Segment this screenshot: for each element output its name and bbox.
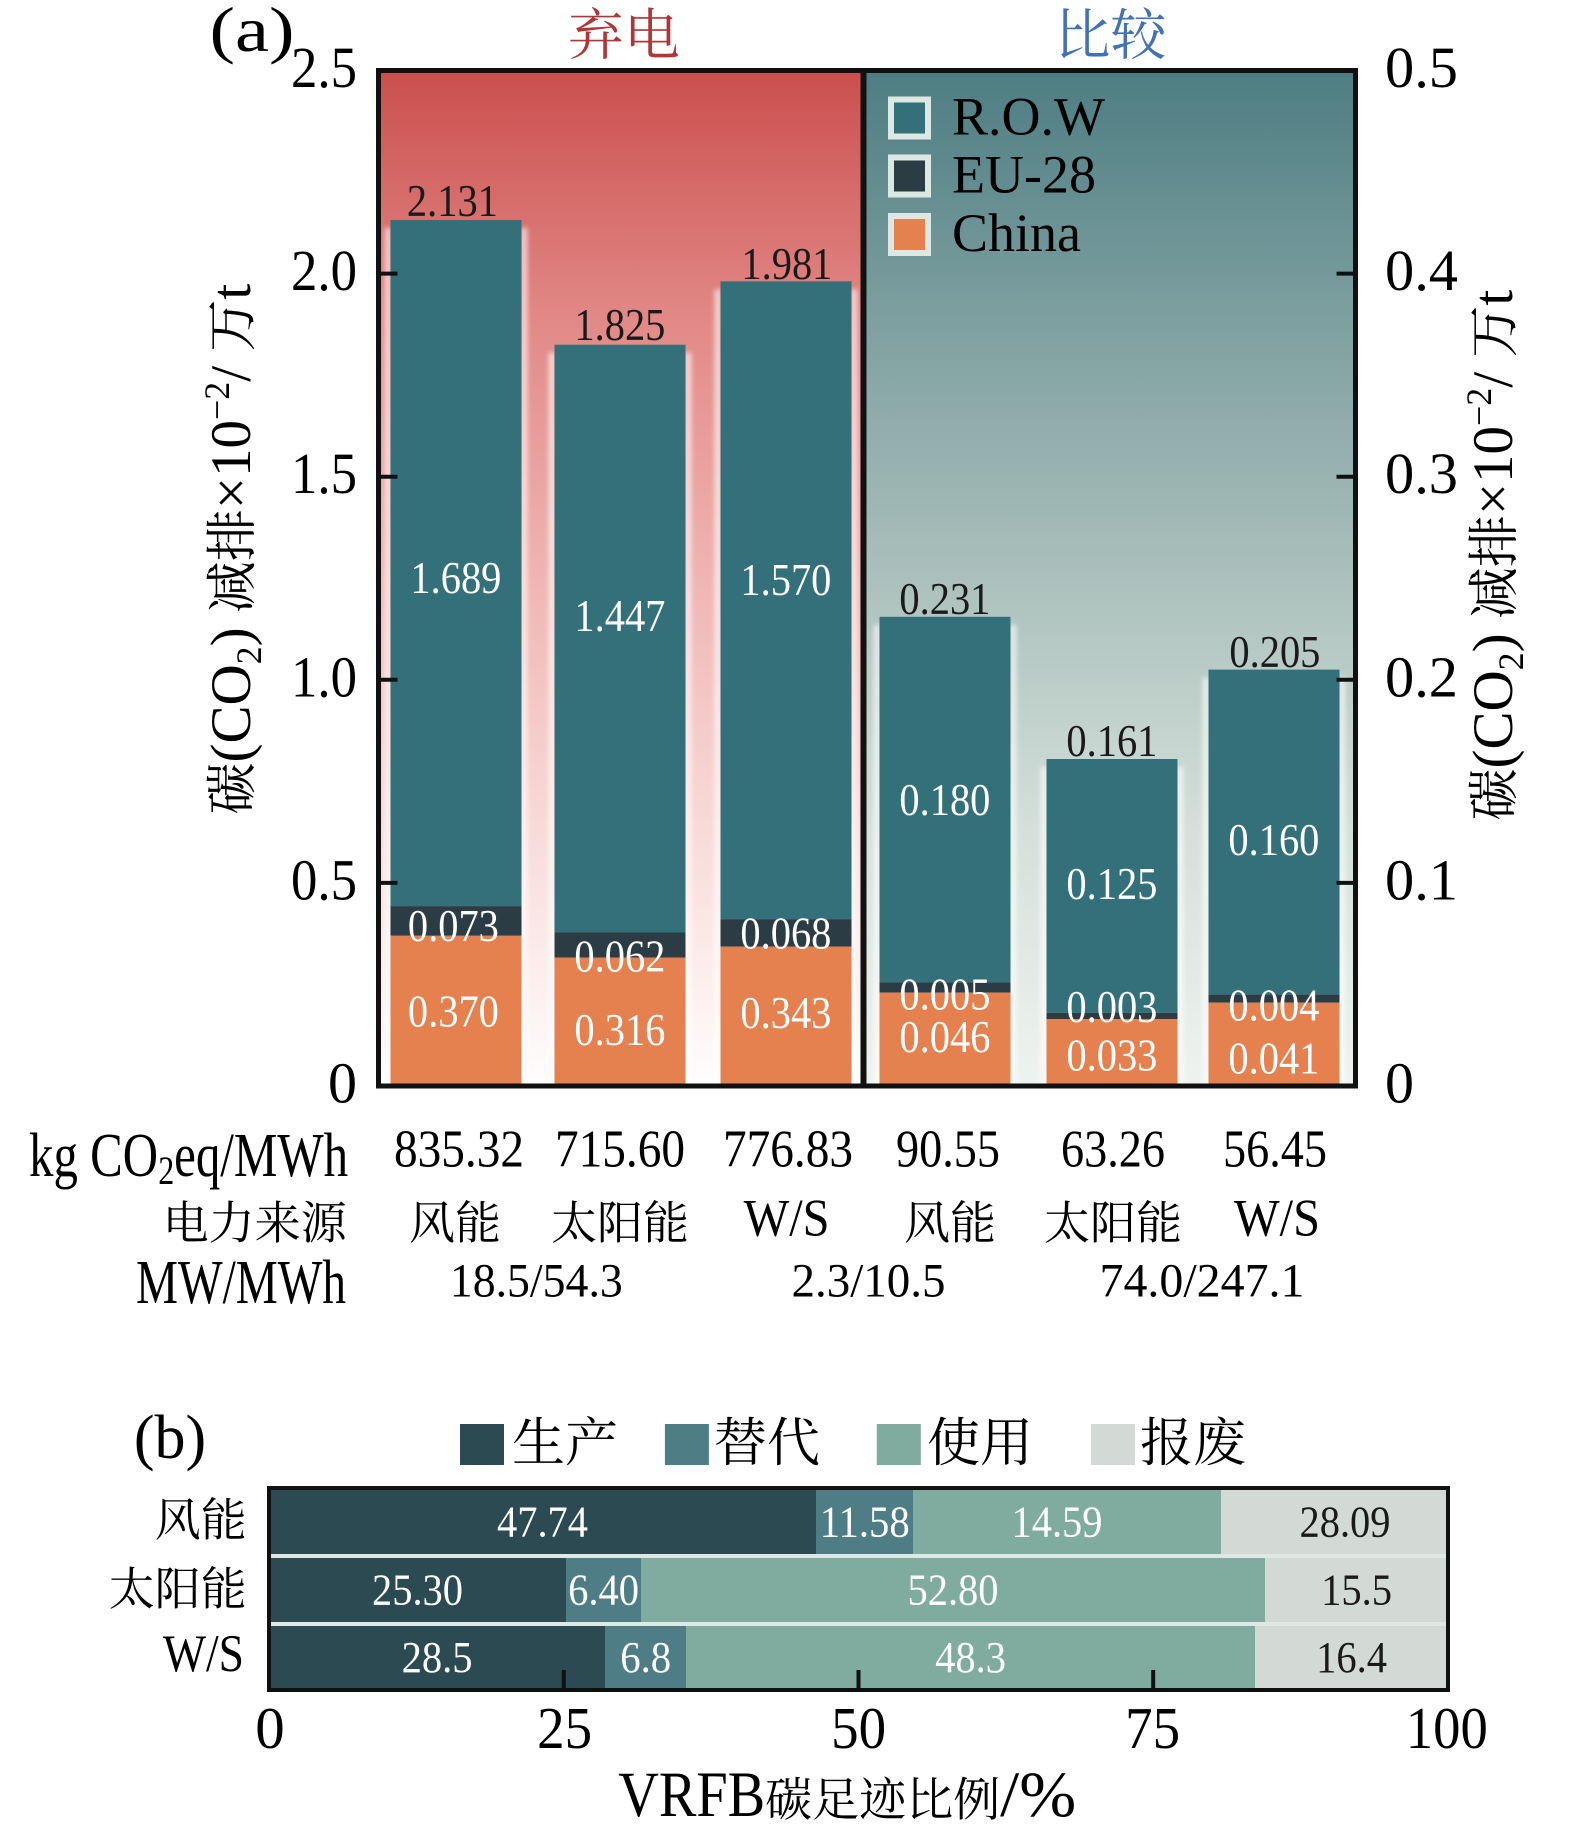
svg-text:2.3/10.5: 2.3/10.5 bbox=[792, 1254, 946, 1307]
svg-text:1.447: 1.447 bbox=[574, 591, 665, 641]
svg-text:0: 0 bbox=[1385, 1051, 1414, 1116]
svg-text:0.5: 0.5 bbox=[291, 847, 357, 912]
svg-text:1.570: 1.570 bbox=[740, 555, 831, 605]
svg-text:/: / bbox=[200, 366, 263, 382]
svg-text:715.60: 715.60 bbox=[555, 1121, 685, 1179]
svg-text:63.26: 63.26 bbox=[1061, 1121, 1165, 1179]
svg-text:(CO: (CO bbox=[1462, 670, 1525, 768]
svg-text:0.125: 0.125 bbox=[1066, 859, 1157, 909]
svg-text:75: 75 bbox=[1125, 1695, 1180, 1761]
svg-text:×10: ×10 bbox=[1462, 426, 1525, 515]
svg-text:47.74: 47.74 bbox=[497, 1498, 588, 1547]
svg-text:74.0/247.1: 74.0/247.1 bbox=[1100, 1254, 1305, 1307]
svg-text:0.370: 0.370 bbox=[408, 987, 499, 1037]
svg-text:0.062: 0.062 bbox=[574, 932, 665, 982]
svg-text:0.343: 0.343 bbox=[740, 988, 831, 1038]
svg-text:0.004: 0.004 bbox=[1228, 981, 1319, 1031]
svg-text:−2: −2 bbox=[197, 382, 237, 420]
svg-text:1.0: 1.0 bbox=[291, 644, 357, 709]
svg-text:/%: /% bbox=[1000, 1759, 1076, 1829]
svg-text:(CO: (CO bbox=[200, 664, 263, 762]
svg-text:2.5: 2.5 bbox=[291, 35, 357, 100]
svg-text:t: t bbox=[1462, 290, 1525, 306]
svg-text:0.316: 0.316 bbox=[574, 1005, 665, 1055]
svg-text:2: 2 bbox=[229, 646, 269, 664]
svg-text:0.205: 0.205 bbox=[1229, 627, 1320, 677]
svg-text:1.981: 1.981 bbox=[741, 239, 832, 289]
svg-text:100: 100 bbox=[1406, 1695, 1488, 1761]
svg-text:1.825: 1.825 bbox=[574, 300, 665, 350]
svg-text:6.8: 6.8 bbox=[620, 1633, 671, 1682]
svg-text:0.5: 0.5 bbox=[1385, 35, 1458, 100]
svg-text:28.09: 28.09 bbox=[1300, 1498, 1391, 1547]
svg-text:0.161: 0.161 bbox=[1066, 716, 1157, 766]
svg-text:48.3: 48.3 bbox=[935, 1633, 1006, 1682]
svg-text:0.4: 0.4 bbox=[1385, 238, 1458, 303]
svg-text:0.003: 0.003 bbox=[1066, 982, 1157, 1032]
svg-text:50: 50 bbox=[831, 1695, 886, 1761]
svg-text:): ) bbox=[200, 627, 263, 646]
svg-text:2: 2 bbox=[158, 1148, 174, 1193]
svg-text:0.1: 0.1 bbox=[1385, 847, 1458, 912]
svg-text:/: / bbox=[1462, 372, 1525, 388]
svg-text:1.5: 1.5 bbox=[291, 441, 357, 506]
svg-text:0: 0 bbox=[255, 1695, 285, 1761]
svg-text:52.80: 52.80 bbox=[908, 1566, 999, 1615]
svg-text:0.068: 0.068 bbox=[740, 909, 831, 959]
svg-text:×10: ×10 bbox=[200, 420, 263, 509]
svg-text:VRFB: VRFB bbox=[618, 1759, 765, 1829]
svg-text:18.5/54.3: 18.5/54.3 bbox=[450, 1254, 623, 1307]
svg-text:0.160: 0.160 bbox=[1228, 815, 1319, 865]
svg-text:(b): (b) bbox=[134, 1404, 206, 1472]
svg-text:0.005: 0.005 bbox=[899, 970, 990, 1020]
svg-text:25.30: 25.30 bbox=[372, 1566, 463, 1615]
svg-text:776.83: 776.83 bbox=[723, 1121, 853, 1179]
svg-text:15.5: 15.5 bbox=[1321, 1566, 1392, 1615]
svg-text:25: 25 bbox=[537, 1695, 592, 1761]
svg-text:MW/MWh: MW/MWh bbox=[136, 1249, 346, 1317]
svg-text:0.041: 0.041 bbox=[1228, 1034, 1319, 1084]
svg-text:China: China bbox=[952, 203, 1081, 263]
svg-text:W/S: W/S bbox=[744, 1190, 830, 1248]
svg-text:0.180: 0.180 bbox=[899, 775, 990, 825]
svg-text:kg CO: kg CO bbox=[29, 1122, 158, 1190]
svg-text:835.32: 835.32 bbox=[394, 1121, 524, 1179]
svg-text:14.59: 14.59 bbox=[1012, 1498, 1103, 1547]
svg-text:2: 2 bbox=[1491, 652, 1531, 670]
svg-text:eq/MWh: eq/MWh bbox=[174, 1122, 348, 1190]
svg-text:R.O.W: R.O.W bbox=[952, 87, 1105, 147]
svg-text:90.55: 90.55 bbox=[896, 1121, 1000, 1179]
svg-text:0: 0 bbox=[328, 1051, 357, 1116]
svg-text:0.046: 0.046 bbox=[899, 1012, 990, 1062]
svg-text:0.231: 0.231 bbox=[899, 574, 990, 624]
svg-text:W/S: W/S bbox=[1234, 1190, 1320, 1248]
svg-text:t: t bbox=[200, 284, 263, 300]
svg-text:28.5: 28.5 bbox=[402, 1633, 473, 1682]
svg-text:2.131: 2.131 bbox=[407, 176, 498, 226]
svg-text:6.40: 6.40 bbox=[568, 1566, 639, 1615]
svg-text:): ) bbox=[1462, 633, 1525, 652]
svg-text:11.58: 11.58 bbox=[820, 1498, 910, 1547]
svg-text:0.073: 0.073 bbox=[408, 901, 499, 951]
svg-text:1.689: 1.689 bbox=[410, 553, 501, 603]
svg-text:(a): (a) bbox=[210, 0, 295, 65]
svg-text:16.4: 16.4 bbox=[1316, 1633, 1387, 1682]
svg-text:56.45: 56.45 bbox=[1223, 1121, 1327, 1179]
svg-text:0.033: 0.033 bbox=[1066, 1031, 1157, 1081]
svg-text:2.0: 2.0 bbox=[291, 238, 357, 303]
svg-text:EU-28: EU-28 bbox=[952, 145, 1096, 205]
svg-text:−2: −2 bbox=[1459, 388, 1499, 426]
svg-text:0.2: 0.2 bbox=[1385, 644, 1458, 709]
svg-text:0.3: 0.3 bbox=[1385, 441, 1458, 506]
svg-text:W/S: W/S bbox=[163, 1625, 244, 1683]
